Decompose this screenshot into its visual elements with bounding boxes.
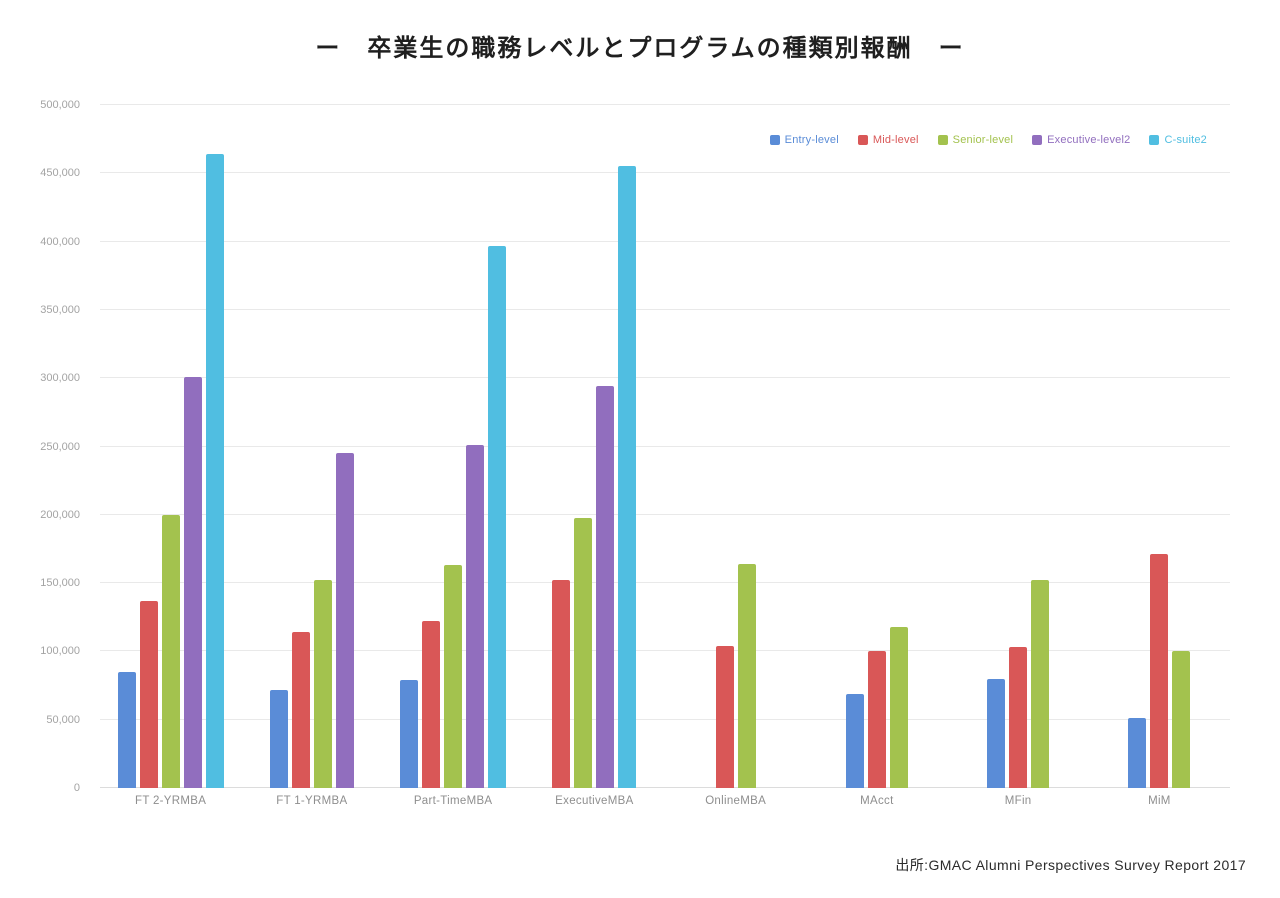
legend-label: Mid-level (872, 134, 919, 146)
legend-item-c-suite2: C-suite2 (1149, 134, 1207, 146)
gridline (100, 172, 1230, 174)
bar-senior-level-mfin (1031, 580, 1050, 788)
x-axis: FT 2-YRMBA FT 1-YRMBA Part-TimeMBA Executiv… (100, 795, 1230, 807)
bar-c-suite2-part-timemba (488, 245, 507, 788)
bar-entry-level-ft-1-yrmba (269, 689, 288, 788)
legend-marker-icon (1032, 135, 1043, 145)
bar-mid-level-mim (1150, 554, 1169, 788)
bar-mid-level-part-timemba (422, 621, 441, 788)
bar-group (383, 105, 524, 788)
gridline (100, 513, 1230, 515)
legend: Entry-level Mid-level Senior-level Executiv… (769, 134, 1207, 146)
bar-cluster (383, 105, 524, 788)
legend-marker-icon (937, 135, 948, 145)
y-axis-tick-label: 150,000 (40, 577, 80, 590)
x-axis-label: ExecutiveMBA (555, 795, 634, 807)
bar-executive-level2-executivemba (596, 386, 615, 788)
y-axis-tick-label: 350,000 (40, 303, 80, 316)
legend-marker-icon (1149, 135, 1160, 145)
legend-item-mid-level: Mid-level (857, 134, 919, 146)
legend-item-executive-level2: Executive-level2 (1032, 134, 1130, 146)
y-axis-tick-label: 500,000 (40, 99, 80, 111)
legend-label: Executive-level2 (1047, 134, 1131, 146)
legend-item-entry-level: Entry-level (769, 134, 839, 146)
bar-group (1089, 105, 1230, 788)
gridline (100, 718, 1230, 720)
plot-area (100, 104, 1230, 788)
bar-c-suite2-executivemba (618, 166, 637, 788)
bar-senior-level-ft-2-yrmba (161, 514, 180, 788)
y-axis-tick-label: 300,000 (40, 372, 80, 385)
bar-cluster (806, 105, 947, 788)
bar-mid-level-ft-1-yrmba (291, 632, 310, 788)
y-axis-tick-label: 450,000 (40, 167, 80, 180)
legend-label: C-suite2 (1164, 134, 1207, 146)
x-axis-label: OnlineMBA (705, 795, 767, 807)
bar-c-suite2-ft-2-yrmba (205, 154, 224, 788)
gridline (100, 582, 1230, 584)
gridline (100, 104, 1230, 105)
gridline (100, 240, 1230, 242)
x-axis-line (100, 787, 1230, 788)
bar-cluster (665, 105, 806, 788)
y-axis-tick-label: 100,000 (40, 645, 80, 658)
bar-entry-level-mfin (987, 678, 1006, 788)
x-axis-label: MAcct (860, 795, 894, 807)
bar-senior-level-ft-1-yrmba (313, 580, 332, 788)
bar-group (948, 105, 1089, 788)
bar-group (665, 105, 806, 788)
bar-executive-level2-part-timemba (466, 445, 485, 788)
bar-groups (100, 105, 1230, 788)
bar-group (241, 105, 382, 788)
bar-senior-level-mim (1172, 651, 1191, 788)
bar-cluster (524, 105, 665, 788)
bar-senior-level-onlinemba (737, 563, 756, 788)
bar-entry-level-macct (845, 693, 864, 788)
bar-entry-level-ft-2-yrmba (117, 671, 136, 788)
chart-title: ー 卒業生の職務レベルとプログラムの種類別報酬 ー (315, 35, 965, 62)
bar-senior-level-executivemba (574, 517, 593, 788)
x-axis-label: FT 1-YRMBA (276, 795, 348, 807)
bar-cluster (1089, 105, 1230, 788)
gridline (100, 377, 1230, 379)
bar-entry-level-part-timemba (400, 680, 419, 788)
bar-executive-level2-ft-2-yrmba (183, 376, 202, 788)
bar-mid-level-ft-2-yrmba (139, 600, 158, 788)
bar-group (806, 105, 947, 788)
gridline (100, 650, 1230, 652)
y-axis: 0 50,000 100,000 150,000 200,000 250,000 300,0… (0, 99, 90, 794)
bar-mid-level-mfin (1009, 647, 1028, 788)
x-axis-label: Part-TimeMBA (413, 795, 493, 807)
legend-marker-icon (769, 135, 780, 145)
bar-cluster (100, 105, 241, 788)
y-axis-tick-label: 400,000 (40, 235, 80, 248)
bar-mid-level-executivemba (552, 580, 571, 788)
bar-mid-level-macct (867, 651, 886, 788)
bar-mid-level-onlinemba (715, 645, 734, 788)
legend-marker-icon (857, 135, 868, 145)
bar-senior-level-macct (889, 626, 908, 788)
legend-label: Senior-level (952, 134, 1014, 146)
gridline (100, 308, 1230, 310)
x-axis-label: MiM (1148, 795, 1171, 807)
bar-group (100, 105, 241, 788)
bar-cluster (948, 105, 1089, 788)
bar-senior-level-part-timemba (444, 565, 463, 788)
y-axis-tick-label: 0 (73, 782, 80, 794)
bar-executive-level2-ft-1-yrmba (335, 453, 354, 788)
y-axis-tick-label: 200,000 (40, 508, 80, 521)
legend-item-senior-level: Senior-level (937, 134, 1014, 146)
bar-cluster (241, 105, 382, 788)
y-axis-tick-label: 50,000 (46, 713, 80, 726)
legend-label: Entry-level (784, 134, 839, 146)
bar-group (524, 105, 665, 788)
x-axis-label: MFin (1004, 795, 1032, 807)
bar-entry-level-mim (1128, 718, 1147, 788)
y-axis-tick-label: 250,000 (40, 440, 80, 453)
x-axis-label: FT 2-YRMBA (135, 795, 207, 807)
source-note: 出所:GMAC Alumni Perspectives Survey Repor… (895, 857, 1246, 873)
gridline (100, 445, 1230, 447)
